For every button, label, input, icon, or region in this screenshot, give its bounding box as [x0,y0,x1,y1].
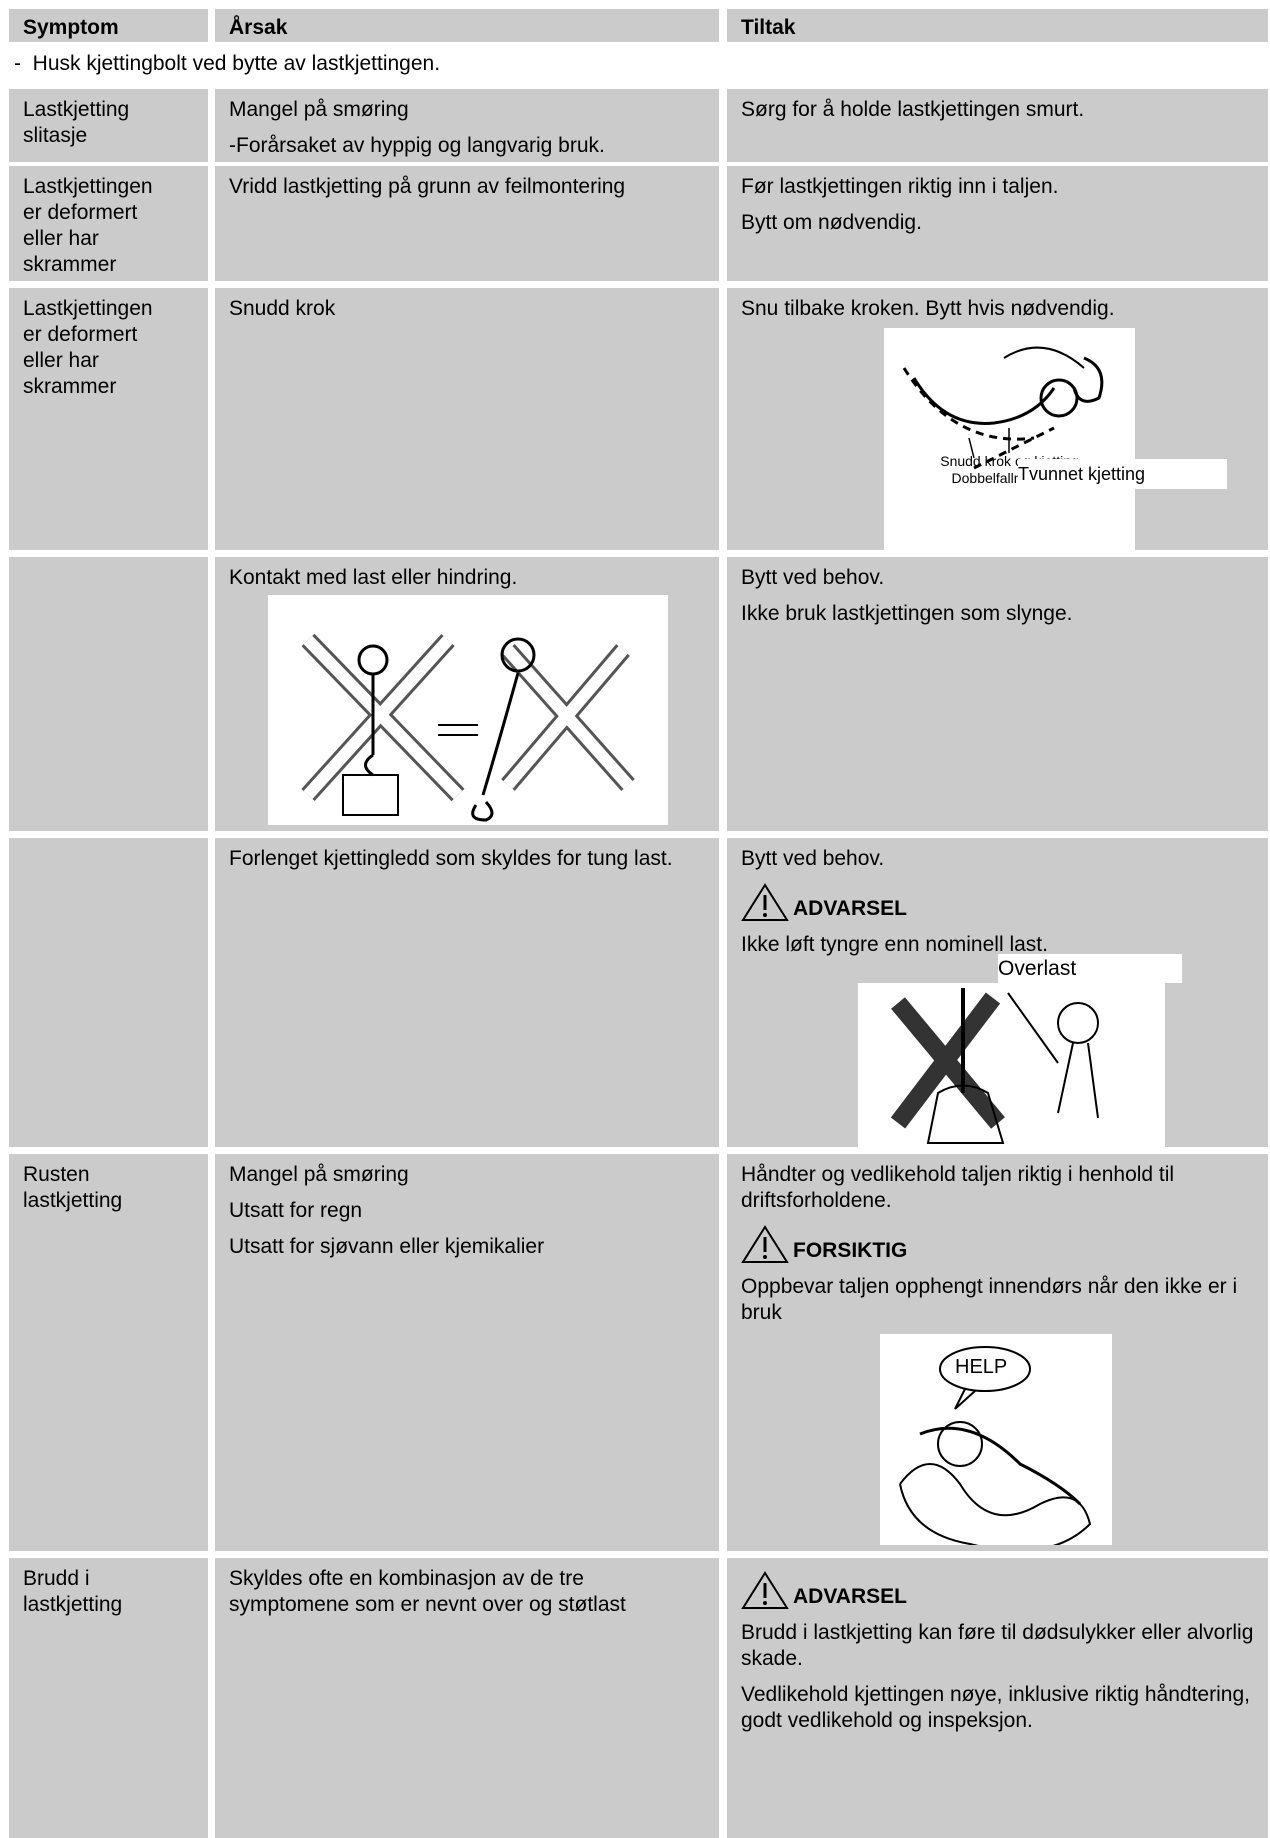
action: Håndter og vedlikehold taljen riktig i h… [741,1163,1175,1212]
cause-cell: Vridd lastkjetting på grunn av feilmonte… [215,166,719,281]
warning-icon [741,883,789,921]
cause-cell: Skyldes ofte en kombinasjon av de tre sy… [215,1558,719,1838]
illustration [899,1346,1092,1545]
action: Bytt om nødvendig. [741,211,922,234]
action: Vedlikehold kjettingen nøye, inklusive r… [741,1683,1250,1732]
symptom: Lastkjetting slitasje [23,98,130,147]
cause: Mangel på smøring [229,98,409,121]
symptom-cell: Lastkjetting slitasje [9,89,208,162]
header-cell: Årsak [215,9,719,42]
cause-cell: Forlenget kjettingledd som skyldes for t… [215,838,719,1147]
contact-figure [268,595,668,825]
cause: -Forårsaket av hyppig og langvarig bruk. [229,134,605,157]
symptom-cell: Lastkjettingen er deformert eller har sk… [9,288,208,550]
cause: Skyldes ofte en kombinasjon av de tre sy… [229,1567,626,1616]
cause: Kontakt med last eller hindring. [229,566,518,589]
warning-text: ADVARSEL [793,897,907,920]
action: Ikke bruk lastkjettingen som slynge. [741,602,1073,625]
symptom-cell [9,838,208,1147]
warning: ADVARSEL [741,882,1254,922]
action: Oppbevar taljen opphengt innendørs når d… [741,1275,1238,1324]
symptom-cell: Lastkjettingen er deformert eller har sk… [9,166,208,281]
warning: ADVARSEL [741,1570,1254,1610]
cause: Utsatt for regn [229,1199,363,1222]
cause: Forlenget kjettingledd som skyldes for t… [229,847,673,870]
action: Snu tilbake kroken. Bytt hvis nødvendig. [741,297,1115,320]
action: Brudd i lastkjetting kan føre til dødsul… [741,1621,1254,1670]
figure-label: Tvunnet kjetting [1018,459,1227,489]
illustration [890,988,1099,1144]
warning-icon [741,1571,789,1609]
symptom-cell: Brudd i lastkjetting [9,1558,208,1838]
action: Ikke løft tyngre enn nominell last. [741,933,1048,956]
symptom: Rusten lastkjetting [23,1163,123,1212]
cause: Mangel på smøring [229,1163,409,1186]
warning-text: ADVARSEL [793,1585,907,1608]
symptom: Brudd i lastkjetting [23,1567,123,1616]
action: Før lastkjettingen riktig inn i taljen. [741,175,1059,198]
figure-label: HELP [955,1356,1008,1378]
figure-label: Overlast [998,954,1182,983]
twisted-chain-figure: Snudd krok og kjetting Dobbelfallmodeller [884,328,1135,550]
symptom-cell [9,557,208,831]
warning: FORSIKTIG [741,1224,1254,1264]
cause-cell: Mangel på smøring Utsatt for regn Utsatt f… [215,1154,719,1551]
symptom-cell: Rusten lastkjetting [9,1154,208,1551]
overload-figure [858,983,1165,1147]
action-cell: Bytt ved behov. Ikke bruk lastkjettingen … [727,557,1268,831]
note: - Husk kjettingbolt ved bytte av lastkje… [14,52,441,75]
action: Bytt ved behov. [741,847,885,870]
header-cell: Symptom [9,9,208,42]
illustration [902,346,1104,470]
warning-text: FORSIKTIG [793,1239,908,1262]
action: Sørg for å holde lastkjettingen smurt. [741,98,1085,121]
header-cell: Tiltak [727,9,1268,42]
action-cell: ADVARSEL Brudd i lastkjetting kan føre t… [727,1558,1268,1838]
action: Bytt ved behov. [741,566,885,589]
warning-icon [741,1225,789,1263]
cause: Utsatt for sjøvann eller kjemikalier [229,1235,545,1258]
cause: Snudd krok [229,297,336,320]
symptom: Lastkjettingen er deformert eller har sk… [23,297,153,398]
action-cell: Før lastkjettingen riktig inn i taljen. B… [727,166,1268,281]
help-figure: HELP [880,1334,1112,1545]
cause-cell: Snudd krok [215,288,719,550]
action-cell: Sørg for å holde lastkjettingen smurt. [727,89,1268,162]
cause-cell: Mangel på smøring -Forårsaket av hyppig o… [215,89,719,162]
symptom: Lastkjettingen er deformert eller har sk… [23,175,153,276]
cause: Vridd lastkjetting på grunn av feilmonte… [229,175,626,198]
illustration [301,633,635,822]
